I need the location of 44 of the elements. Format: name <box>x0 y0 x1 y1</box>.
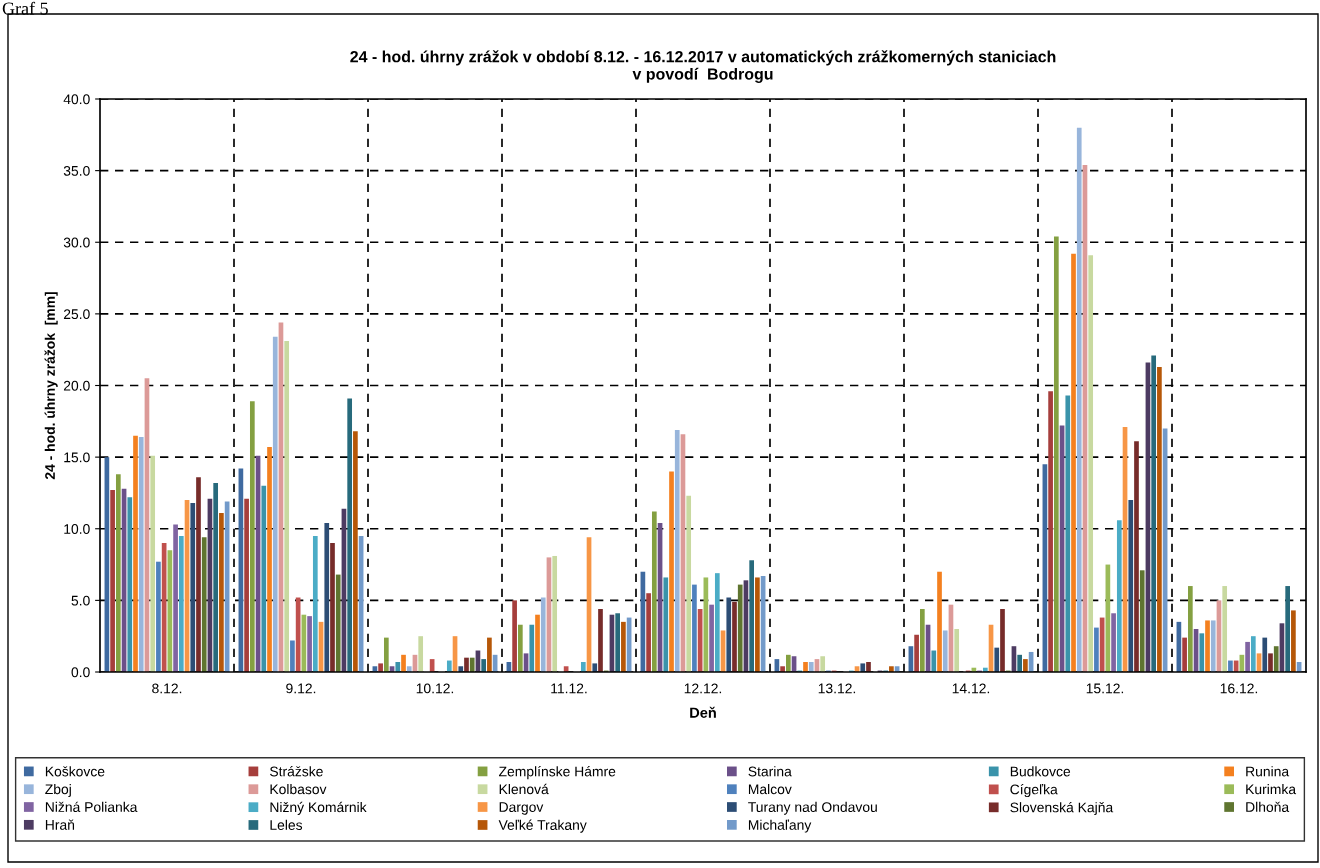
legend-label: Veľké Trakany <box>498 819 587 833</box>
legend-label: Kolbasov <box>270 784 327 795</box>
legend-label: Leles <box>270 819 303 830</box>
x-tick-label: 14.12. <box>952 683 990 694</box>
x-tick-label: 13.12. <box>818 683 856 694</box>
y-tick-label: 10.0 <box>64 524 90 534</box>
y-tick-label: 40.0 <box>63 94 90 105</box>
legend-label: Turany nad Ondavou <box>748 801 877 815</box>
x-axis-title: Deň <box>690 706 716 718</box>
legend-label: Malcov <box>748 784 792 795</box>
legend-label: Klenová <box>499 783 549 795</box>
legend-label: Zboj <box>45 784 71 797</box>
x-tick-label: 9.12. <box>286 683 316 694</box>
y-tick-label: 15.0 <box>64 452 90 463</box>
y-tick-label: 25.0 <box>63 309 90 320</box>
x-tick-label: 16.12. <box>1220 683 1258 694</box>
legend-label: Strážske <box>270 766 323 777</box>
x-tick-label: 11.12. <box>551 683 587 694</box>
y-tick-label: 30.0 <box>63 237 90 248</box>
legend-label: Nižná Polianka <box>45 801 138 813</box>
x-tick-label: 15.12. <box>1086 683 1124 694</box>
chart-title: 24 - hod. úhrny zrážok v období 8.12. - 16.12.2017 v automatických zrážkomerných staniciach v povodí Bodrogu <box>350 50 1056 83</box>
y-tick-label: 5.0 <box>71 595 90 606</box>
x-tick-label: 12.12. <box>684 683 722 694</box>
legend-label: Dlhoňa <box>1246 801 1290 813</box>
legend-label: Zemplínske Hámre <box>499 766 616 780</box>
legend-label: Cígeľka <box>1010 784 1058 798</box>
y-axis-title: 24 - hod. úhrny zrážok [mm] <box>44 292 58 480</box>
legend-label: Slovenská Kajňa <box>1010 801 1114 816</box>
y-tick-label: 0.0 <box>71 667 90 678</box>
x-tick-label: 10.12. <box>416 683 454 694</box>
legend-label: Michaľany <box>748 819 812 833</box>
y-tick-label: 35.0 <box>63 165 90 176</box>
legend-label: Nižný Komárnik <box>270 801 367 815</box>
legend-label: Hraň <box>45 819 75 830</box>
legend-label: Runina <box>1246 766 1290 777</box>
legend-label: Dargov <box>499 802 544 815</box>
legend-label: Budkovce <box>1010 766 1071 777</box>
x-tick-label: 8.12. <box>152 683 182 694</box>
legend-label: Kurimka <box>1246 784 1297 795</box>
y-tick-label: 20.0 <box>63 380 90 391</box>
legend-label: Starina <box>748 766 792 777</box>
text: Graf 5 <box>2 1 48 15</box>
legend-label: Koškovce <box>45 766 105 777</box>
